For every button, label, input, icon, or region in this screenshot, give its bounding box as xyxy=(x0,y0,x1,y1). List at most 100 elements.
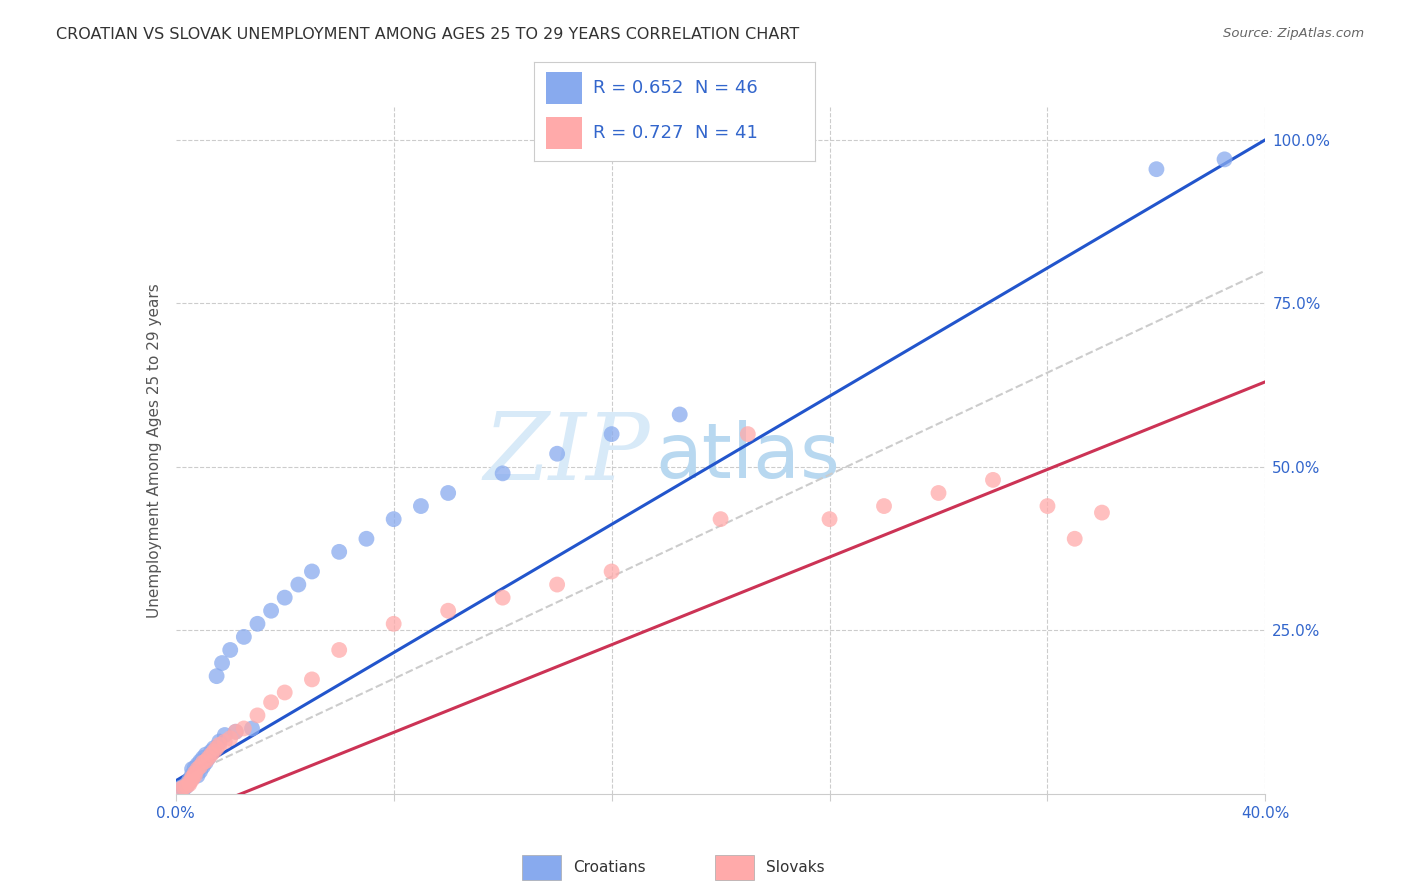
Text: R = 0.652  N = 46: R = 0.652 N = 46 xyxy=(593,79,758,97)
Point xyxy=(873,499,896,513)
Point xyxy=(382,616,405,631)
Point xyxy=(181,771,204,785)
Point xyxy=(246,616,269,631)
Point xyxy=(181,762,204,776)
Point xyxy=(194,747,217,762)
Point xyxy=(186,762,209,776)
Point xyxy=(1063,532,1085,546)
Point xyxy=(197,751,219,765)
Point xyxy=(176,777,198,791)
Text: Slovaks: Slovaks xyxy=(766,860,824,875)
Point xyxy=(225,724,247,739)
Point xyxy=(179,777,201,791)
Point xyxy=(232,630,254,644)
Point xyxy=(181,767,204,781)
Point xyxy=(170,780,193,795)
Point xyxy=(191,759,214,773)
Point xyxy=(197,751,219,765)
Point xyxy=(928,486,950,500)
Text: Source: ZipAtlas.com: Source: ZipAtlas.com xyxy=(1223,27,1364,40)
Point xyxy=(205,741,228,756)
Text: CROATIAN VS SLOVAK UNEMPLOYMENT AMONG AGES 25 TO 29 YEARS CORRELATION CHART: CROATIAN VS SLOVAK UNEMPLOYMENT AMONG AG… xyxy=(56,27,800,42)
Point xyxy=(188,759,211,773)
Point xyxy=(1036,499,1059,513)
Point xyxy=(179,775,201,789)
Point xyxy=(492,467,515,481)
Point xyxy=(301,673,323,687)
Point xyxy=(260,604,283,618)
Bar xyxy=(546,72,582,103)
Point xyxy=(202,741,225,756)
Point xyxy=(208,738,231,752)
Point xyxy=(181,771,204,785)
Point xyxy=(173,781,195,796)
Point xyxy=(181,772,204,787)
Bar xyxy=(546,118,582,149)
Bar xyxy=(714,855,754,880)
Point xyxy=(225,724,247,739)
Point xyxy=(382,512,405,526)
Point xyxy=(173,780,195,795)
Point xyxy=(274,591,297,605)
Point xyxy=(240,722,263,736)
Point xyxy=(191,756,214,770)
Point xyxy=(737,427,759,442)
Point xyxy=(437,604,460,618)
Point xyxy=(301,565,323,579)
Point xyxy=(219,731,242,746)
Text: R = 0.727  N = 41: R = 0.727 N = 41 xyxy=(593,124,758,142)
Point xyxy=(600,565,623,579)
Point xyxy=(1091,506,1114,520)
Point xyxy=(200,744,222,758)
Point xyxy=(194,756,217,770)
Point xyxy=(176,779,198,793)
Point xyxy=(219,643,242,657)
Point xyxy=(184,766,207,780)
Point xyxy=(356,532,378,546)
Point xyxy=(184,768,207,782)
Point xyxy=(170,781,193,796)
Point xyxy=(188,754,211,768)
Point xyxy=(184,766,207,780)
Point xyxy=(202,744,225,758)
Point xyxy=(186,757,209,772)
Point xyxy=(179,772,201,787)
Point xyxy=(205,669,228,683)
Point xyxy=(710,512,733,526)
Point xyxy=(260,695,283,709)
Point xyxy=(208,734,231,748)
Point xyxy=(211,656,233,670)
Point xyxy=(186,768,209,782)
Point xyxy=(409,499,432,513)
Point xyxy=(188,764,211,778)
Y-axis label: Unemployment Among Ages 25 to 29 years: Unemployment Among Ages 25 to 29 years xyxy=(146,283,162,618)
Point xyxy=(668,408,690,422)
Point xyxy=(287,577,309,591)
Point xyxy=(328,545,350,559)
Point xyxy=(1144,162,1167,177)
Point xyxy=(981,473,1004,487)
Point xyxy=(194,754,217,768)
Point xyxy=(184,761,207,775)
Point xyxy=(1213,153,1236,167)
Point xyxy=(546,447,568,461)
Text: Croatians: Croatians xyxy=(574,860,645,875)
Text: ZIP: ZIP xyxy=(484,409,650,499)
Point xyxy=(818,512,841,526)
Point xyxy=(232,722,254,736)
Point xyxy=(437,486,460,500)
Point xyxy=(191,751,214,765)
Point xyxy=(176,779,198,793)
Point xyxy=(274,685,297,699)
Text: atlas: atlas xyxy=(655,420,839,494)
Point xyxy=(546,577,568,591)
Point xyxy=(214,734,236,748)
Bar xyxy=(522,855,561,880)
Point xyxy=(214,728,236,742)
Point xyxy=(492,591,515,605)
Point xyxy=(200,747,222,762)
Point xyxy=(328,643,350,657)
Point xyxy=(246,708,269,723)
Point xyxy=(179,775,201,789)
Point xyxy=(600,427,623,442)
